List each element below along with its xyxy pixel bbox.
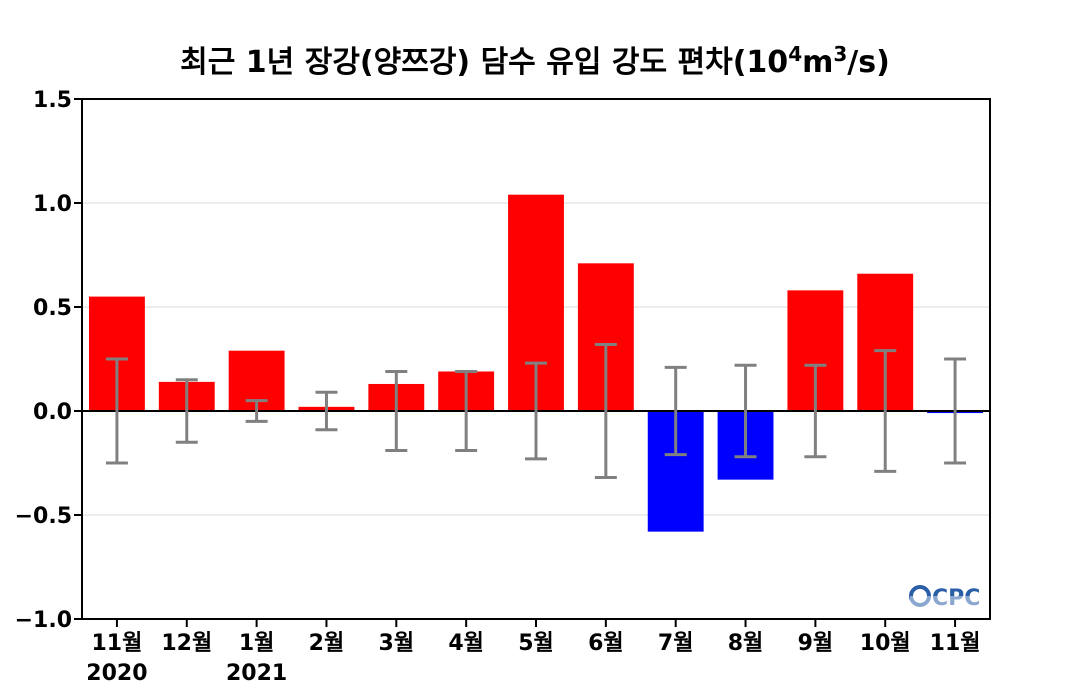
error-bar [734,363,757,459]
error-bar [455,369,478,453]
x-tick-label: 9월 [798,631,834,656]
error-bar [594,342,617,480]
title-main: 최근 1년 장강(양쯔강) 담수 유입 강도 편차(10 [180,45,788,80]
x-tick-label: 6월 [588,631,624,656]
error-bar [315,390,338,432]
y-tick-label: 0.5 [33,296,72,321]
x-tick-label: 10월 [860,631,911,656]
x-tick-label: 5월 [518,631,554,656]
error-bar [804,363,827,459]
x-tick-label: 3월 [379,631,415,656]
x-year-label: 2021 [226,661,287,686]
x-tick-label: 8월 [728,631,764,656]
x-tick-label: 11월 [91,631,142,656]
title-exponent-4: 4 [788,42,802,66]
y-tick-label: 0.0 [33,400,72,425]
logo-o-ring [909,585,931,607]
error-bar [664,365,687,457]
cpc-logo: CPC [909,585,984,611]
x-tick-label: 4월 [448,631,484,656]
error-bar [944,357,967,465]
x-axis: 11월 2020 12월 1월 2021 2월 3월 4월 5월 6월 7월 8월 9월 10월 11월 [86,619,981,686]
x-tick-label: 1월 [239,631,275,656]
error-bar [245,399,268,423]
x-year-label: 2020 [86,661,147,686]
y-tick-label: 1.5 [33,88,72,113]
y-axis: −1.0 −0.5 0.0 0.5 1.0 1.5 [15,88,82,633]
y-tick-label: 1.0 [33,192,72,217]
error-bar [385,369,408,453]
x-tick-label: 7월 [658,631,694,656]
logo-text: CPC [932,586,980,611]
error-bar [105,357,128,465]
error-bar [874,349,897,473]
title-unit-m: m [802,45,833,80]
error-bar [525,361,547,461]
title-exponent-3: 3 [833,42,847,66]
x-tick-label: 2월 [309,631,345,656]
chart-title: 최근 1년 장강(양쯔강) 담수 유입 강도 편차(104m3/s) [180,42,890,80]
x-tick-label: 12월 [161,631,212,656]
y-tick-label: −1.0 [15,608,72,633]
error-bar [175,378,198,444]
error-bars [105,342,967,480]
y-tick-label: −0.5 [15,504,72,529]
title-unit-end: /s) [847,45,890,80]
x-tick-label: 11월 [930,631,981,656]
